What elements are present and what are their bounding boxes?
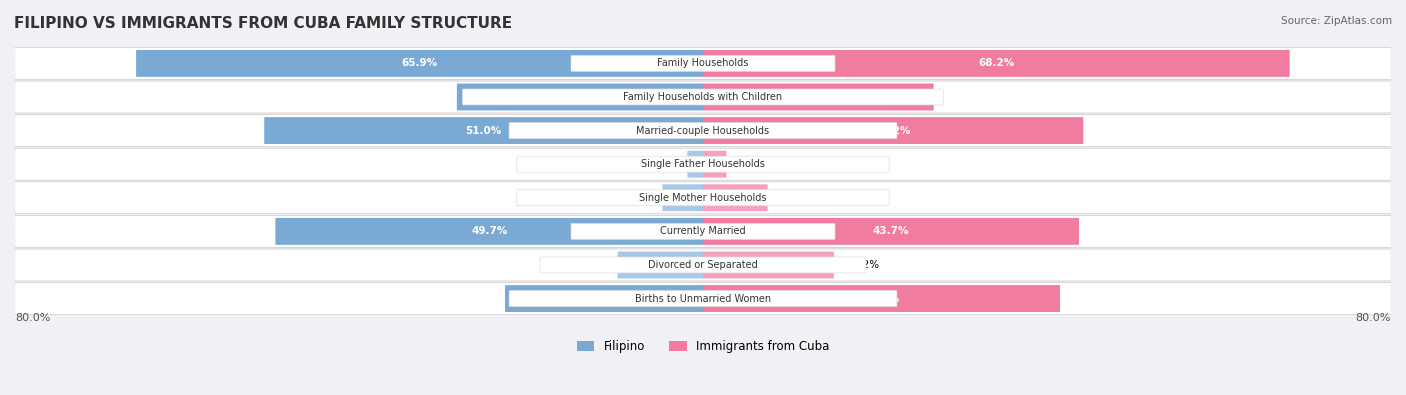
Text: 43.7%: 43.7% xyxy=(873,226,910,236)
Text: 26.8%: 26.8% xyxy=(800,92,837,102)
Text: 23.0%: 23.0% xyxy=(586,293,623,304)
Text: 51.0%: 51.0% xyxy=(465,126,502,135)
FancyBboxPatch shape xyxy=(15,148,1391,180)
Text: 44.2%: 44.2% xyxy=(875,126,911,135)
Text: Family Households with Children: Family Households with Children xyxy=(623,92,783,102)
Text: 65.9%: 65.9% xyxy=(402,58,437,68)
FancyBboxPatch shape xyxy=(703,252,834,278)
FancyBboxPatch shape xyxy=(264,117,703,144)
Text: 80.0%: 80.0% xyxy=(1355,313,1391,323)
FancyBboxPatch shape xyxy=(509,291,897,307)
Text: 49.7%: 49.7% xyxy=(471,226,508,236)
Text: Source: ZipAtlas.com: Source: ZipAtlas.com xyxy=(1281,16,1392,26)
FancyBboxPatch shape xyxy=(463,89,943,105)
FancyBboxPatch shape xyxy=(703,184,768,211)
Text: Married-couple Households: Married-couple Households xyxy=(637,126,769,135)
FancyBboxPatch shape xyxy=(509,122,897,139)
Text: Births to Unmarried Women: Births to Unmarried Women xyxy=(636,293,770,304)
Text: 68.2%: 68.2% xyxy=(979,58,1014,68)
Text: 80.0%: 80.0% xyxy=(15,313,51,323)
Text: Single Mother Households: Single Mother Households xyxy=(640,193,766,203)
FancyBboxPatch shape xyxy=(505,285,703,312)
FancyBboxPatch shape xyxy=(703,84,934,111)
FancyBboxPatch shape xyxy=(703,151,727,178)
Text: Single Father Households: Single Father Households xyxy=(641,159,765,169)
FancyBboxPatch shape xyxy=(540,257,866,273)
FancyBboxPatch shape xyxy=(688,151,703,178)
FancyBboxPatch shape xyxy=(617,252,703,278)
FancyBboxPatch shape xyxy=(15,249,1391,281)
FancyBboxPatch shape xyxy=(703,117,1083,144)
FancyBboxPatch shape xyxy=(662,184,703,211)
Text: 4.7%: 4.7% xyxy=(623,193,650,203)
Text: 1.8%: 1.8% xyxy=(648,159,675,169)
FancyBboxPatch shape xyxy=(457,84,703,111)
FancyBboxPatch shape xyxy=(703,285,1060,312)
Text: Currently Married: Currently Married xyxy=(661,226,745,236)
FancyBboxPatch shape xyxy=(15,115,1391,147)
FancyBboxPatch shape xyxy=(703,218,1078,245)
Text: 2.7%: 2.7% xyxy=(740,159,766,169)
FancyBboxPatch shape xyxy=(15,215,1391,247)
FancyBboxPatch shape xyxy=(571,224,835,239)
Text: 15.2%: 15.2% xyxy=(846,260,880,270)
Text: 41.5%: 41.5% xyxy=(863,293,900,304)
FancyBboxPatch shape xyxy=(276,218,703,245)
FancyBboxPatch shape xyxy=(703,50,1289,77)
Text: 28.6%: 28.6% xyxy=(562,92,598,102)
FancyBboxPatch shape xyxy=(136,50,703,77)
FancyBboxPatch shape xyxy=(15,282,1391,314)
Legend: Filipino, Immigrants from Cuba: Filipino, Immigrants from Cuba xyxy=(572,335,834,358)
FancyBboxPatch shape xyxy=(15,81,1391,113)
FancyBboxPatch shape xyxy=(517,190,889,206)
FancyBboxPatch shape xyxy=(517,156,889,172)
Text: Family Households: Family Households xyxy=(658,58,748,68)
Text: 9.9%: 9.9% xyxy=(578,260,605,270)
FancyBboxPatch shape xyxy=(15,182,1391,214)
Text: Divorced or Separated: Divorced or Separated xyxy=(648,260,758,270)
Text: 7.5%: 7.5% xyxy=(780,193,807,203)
Text: FILIPINO VS IMMIGRANTS FROM CUBA FAMILY STRUCTURE: FILIPINO VS IMMIGRANTS FROM CUBA FAMILY … xyxy=(14,16,512,31)
FancyBboxPatch shape xyxy=(571,55,835,71)
FancyBboxPatch shape xyxy=(15,47,1391,79)
